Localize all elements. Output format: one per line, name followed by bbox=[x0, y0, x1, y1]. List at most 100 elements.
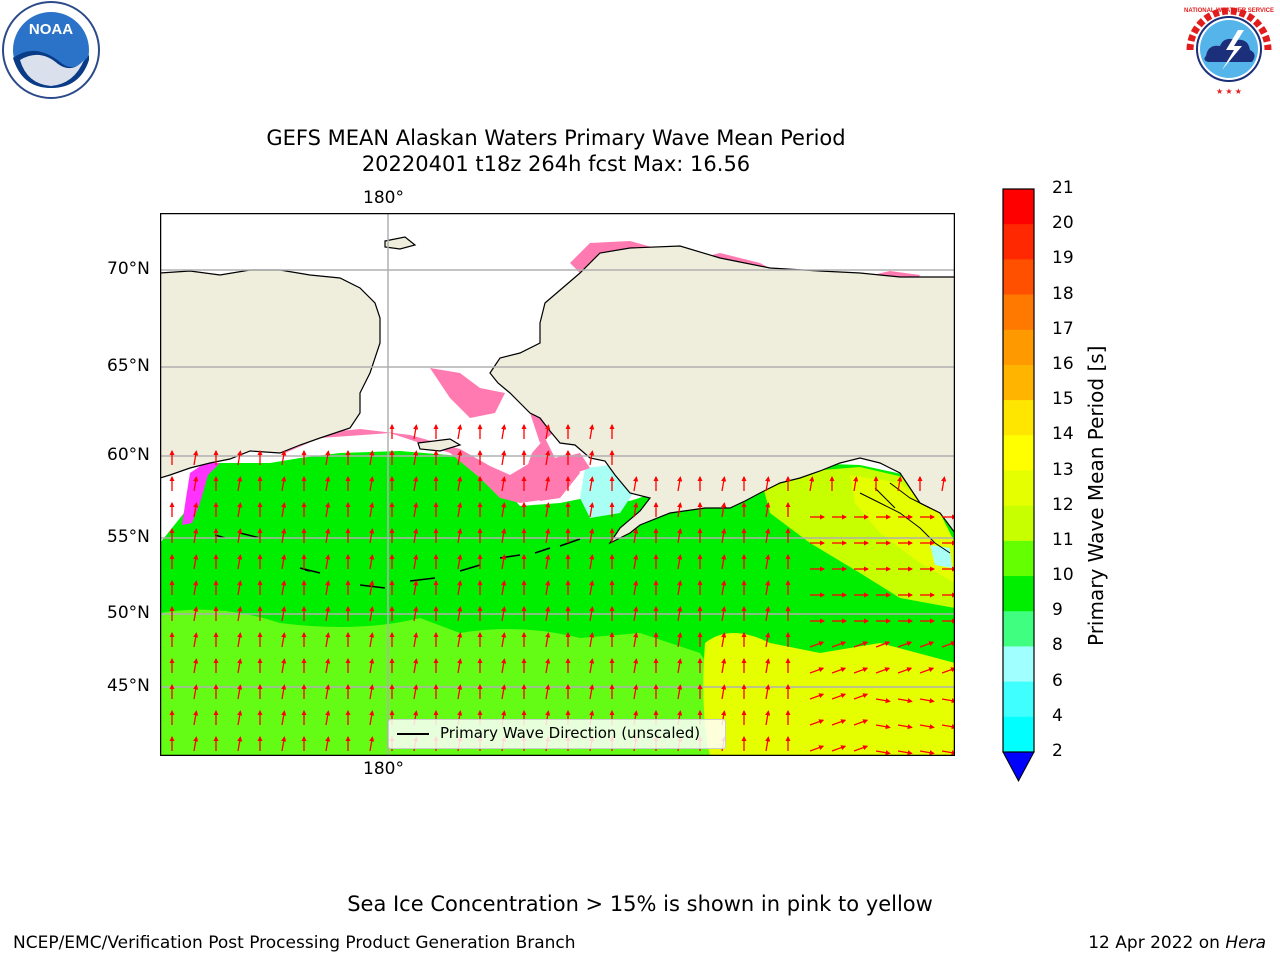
wave-direction-arrow bbox=[369, 580, 375, 596]
wave-direction-arrow bbox=[545, 632, 551, 648]
wave-direction-arrow bbox=[325, 736, 331, 752]
wave-direction-arrow bbox=[369, 736, 375, 752]
wave-direction-arrow bbox=[545, 684, 551, 700]
wave-direction-arrow bbox=[193, 554, 199, 570]
wave-direction-arrow bbox=[831, 693, 847, 700]
nws-logo-text: NATIONAL WEATHER SERVICE bbox=[1184, 8, 1274, 14]
wave-direction-arrow bbox=[589, 528, 595, 544]
lat-label-45: 45°N bbox=[107, 676, 150, 696]
colorbar-tick-label: 9 bbox=[1052, 600, 1063, 621]
wave-direction-arrow bbox=[193, 684, 199, 700]
wave-direction-arrow bbox=[919, 641, 935, 648]
wave-direction-arrow bbox=[369, 554, 375, 570]
wave-direction-arrow bbox=[897, 641, 913, 648]
wave-direction-arrow bbox=[941, 667, 955, 674]
wave-direction-arrow bbox=[941, 641, 955, 648]
wave-direction-arrow bbox=[325, 684, 331, 700]
wave-direction-arrow bbox=[281, 450, 287, 466]
wave-direction-arrow bbox=[369, 606, 375, 622]
wave-direction-arrow bbox=[941, 476, 947, 492]
wave-direction-arrow bbox=[677, 632, 683, 648]
lat-label-60: 60°N bbox=[107, 445, 150, 465]
wave-field-band bbox=[720, 603, 955, 643]
footer-date-text: 12 Apr 2022 on bbox=[1088, 933, 1226, 953]
lon-label-bottom: 180° bbox=[363, 759, 404, 779]
legend-label: Primary Wave Direction (unscaled) bbox=[440, 724, 701, 742]
wave-direction-arrow bbox=[281, 476, 287, 492]
nws-logo-stars: ★ ★ ★ bbox=[1216, 87, 1242, 96]
wave-direction-arrow bbox=[721, 554, 727, 570]
wave-direction-arrow bbox=[193, 580, 199, 596]
wave-direction-arrow bbox=[237, 632, 243, 648]
wave-direction-arrow bbox=[589, 450, 595, 466]
wave-direction-arrow bbox=[853, 693, 869, 700]
wave-direction-arrow bbox=[457, 424, 463, 440]
wave-direction-arrow bbox=[919, 667, 935, 674]
colorbar-tick-label: 4 bbox=[1052, 705, 1063, 726]
wave-direction-arrow bbox=[193, 632, 199, 648]
wave-direction-arrow bbox=[765, 710, 771, 726]
ice-edge-norton bbox=[525, 438, 580, 501]
wave-direction-arrow bbox=[413, 502, 419, 518]
wave-direction-arrow bbox=[501, 632, 507, 648]
wave-direction-arrow bbox=[809, 641, 825, 648]
wave-direction-arrow bbox=[325, 710, 331, 726]
wave-direction-arrow bbox=[413, 554, 419, 570]
wave-direction-arrow bbox=[281, 736, 287, 752]
wave-direction-arrow bbox=[325, 606, 331, 622]
sea-ice-note: Sea Ice Concentration > 15% is shown in … bbox=[347, 892, 933, 916]
wave-direction-arrow bbox=[589, 580, 595, 596]
wave-direction-arrow bbox=[721, 528, 727, 544]
colorbar-segment bbox=[1003, 505, 1034, 542]
colorbar-segment bbox=[1003, 646, 1034, 683]
wave-direction-arrow bbox=[457, 658, 463, 674]
wave-direction-arrow bbox=[281, 528, 287, 544]
wave-direction-arrow bbox=[677, 606, 683, 622]
wave-direction-arrow bbox=[369, 632, 375, 648]
wave-direction-arrow bbox=[457, 554, 463, 570]
wave-direction-arrow bbox=[193, 606, 199, 622]
wave-direction-arrow bbox=[281, 658, 287, 674]
wave-field-yellow bbox=[703, 633, 955, 756]
wave-direction-arrow bbox=[765, 528, 771, 544]
wave-direction-arrow bbox=[897, 667, 913, 674]
wave-direction-arrow bbox=[545, 476, 551, 492]
wave-direction-arrow bbox=[325, 554, 331, 570]
wave-direction-arrow bbox=[677, 580, 683, 596]
ice-edge-kotzebue bbox=[430, 368, 505, 418]
wave-direction-arrow bbox=[721, 684, 727, 700]
wave-direction-arrow bbox=[765, 554, 771, 570]
colorbar-tick-label: 16 bbox=[1052, 353, 1074, 374]
wave-direction-arrow bbox=[545, 502, 551, 518]
wave-direction-arrow bbox=[809, 476, 815, 492]
wave-direction-arrow bbox=[721, 502, 727, 518]
wave-direction-arrow bbox=[721, 476, 727, 492]
wave-direction-arrow bbox=[325, 450, 331, 466]
wave-direction-arrow bbox=[193, 658, 199, 674]
colorbar-tick-label: 19 bbox=[1052, 248, 1074, 269]
wave-direction-arrow bbox=[919, 698, 935, 704]
wave-direction-arrow bbox=[831, 745, 847, 752]
wave-direction-arrow bbox=[457, 502, 463, 518]
wave-direction-arrow bbox=[831, 667, 847, 674]
wave-direction-arrow bbox=[853, 745, 869, 752]
wave-direction-arrow bbox=[237, 710, 243, 726]
colorbar-segment bbox=[1003, 294, 1034, 331]
wave-direction-arrow bbox=[325, 502, 331, 518]
wave-direction-arrow bbox=[633, 632, 639, 648]
colorbar-segment bbox=[1003, 716, 1034, 753]
colorbar-segment bbox=[1003, 611, 1034, 647]
wave-direction-arrow bbox=[545, 606, 551, 622]
wave-direction-arrow bbox=[875, 667, 891, 674]
wave-direction-arrow bbox=[369, 710, 375, 726]
wave-direction-arrow bbox=[633, 684, 639, 700]
wave-direction-arrow bbox=[193, 502, 199, 518]
wave-direction-arrow bbox=[193, 710, 199, 726]
wave-direction-arrow bbox=[589, 502, 595, 518]
wave-direction-arrow bbox=[633, 606, 639, 622]
wave-direction-arrow bbox=[831, 641, 847, 648]
wave-direction-arrow bbox=[501, 502, 507, 518]
colorbar-tick-label: 18 bbox=[1052, 283, 1074, 304]
wave-direction-arrow bbox=[237, 580, 243, 596]
footer-date: 12 Apr 2022 on Hera bbox=[1088, 933, 1266, 953]
